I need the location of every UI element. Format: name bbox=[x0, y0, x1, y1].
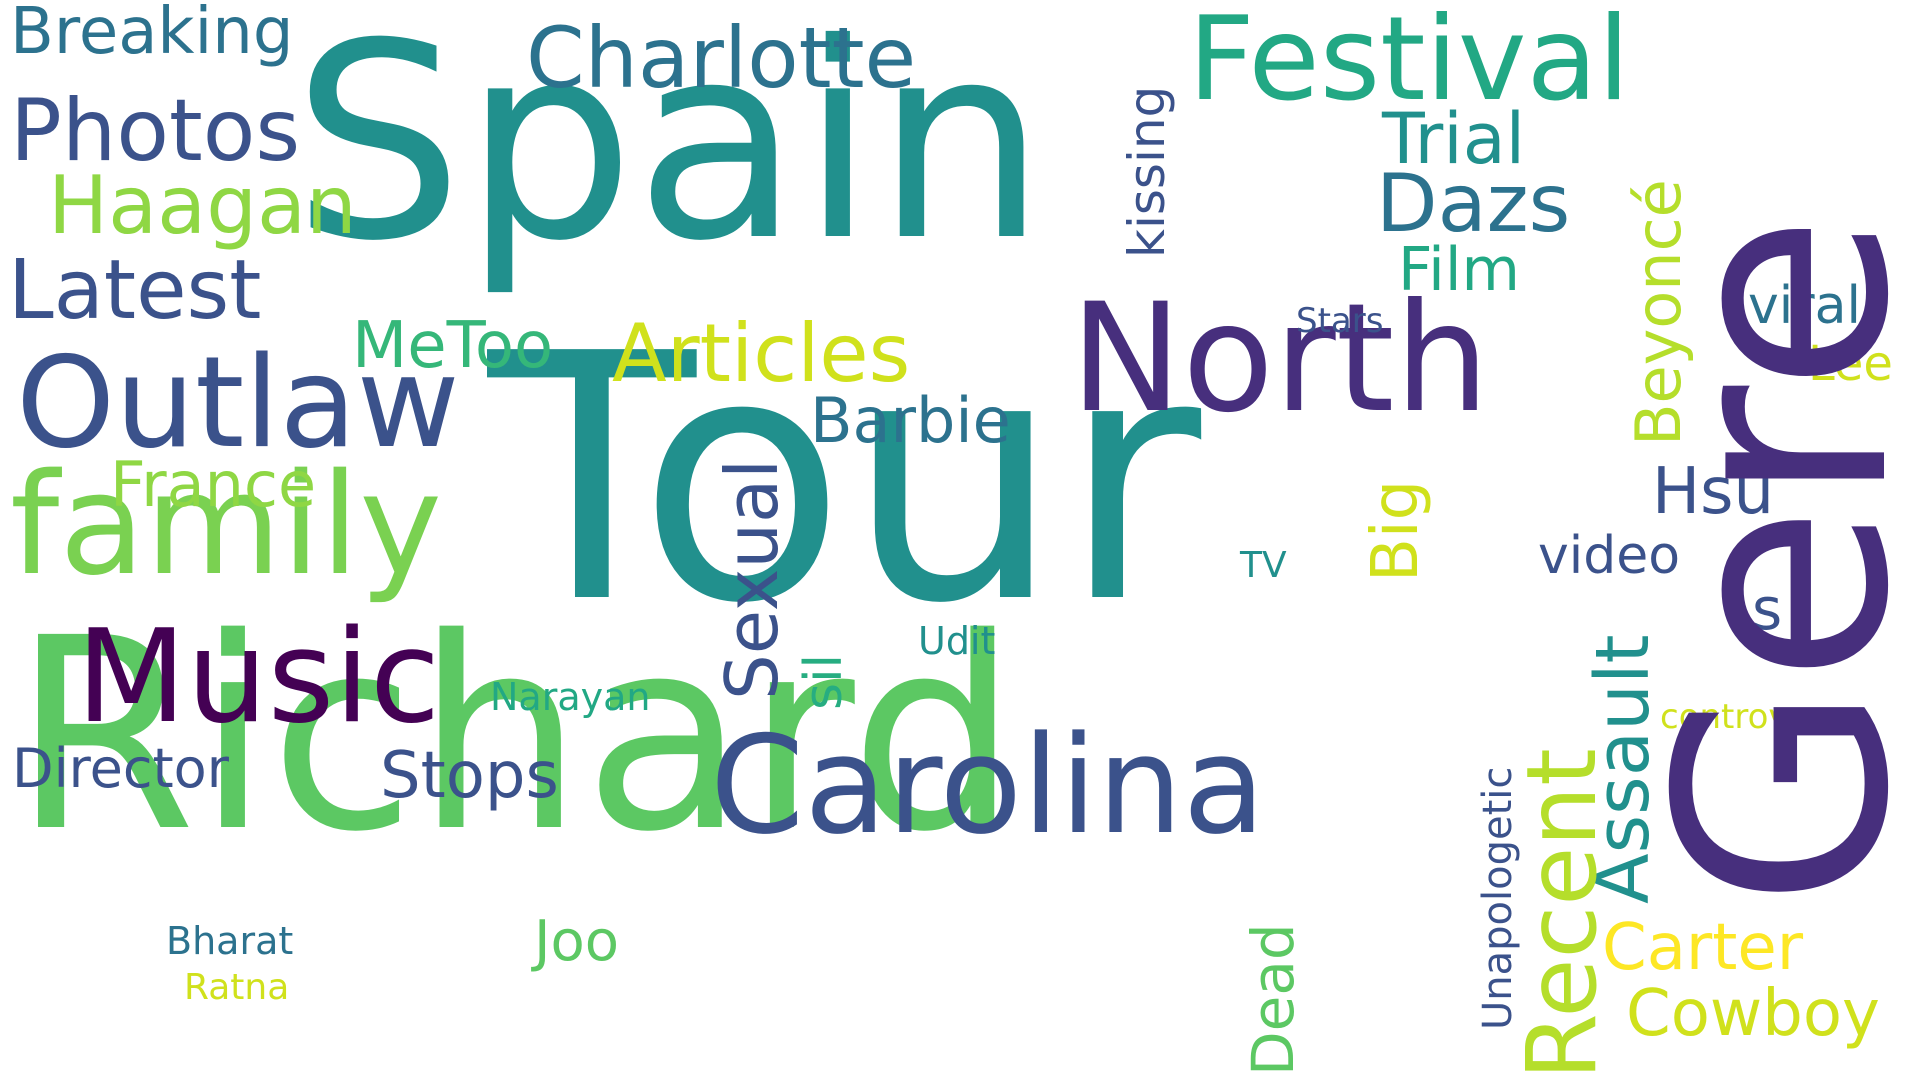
word-festival: Festival bbox=[1188, 0, 1630, 127]
word-narayan: Narayan bbox=[490, 675, 651, 719]
word-trial: Trial bbox=[1382, 98, 1526, 180]
word-sil: sil bbox=[794, 654, 854, 710]
word-film: Film bbox=[1398, 235, 1520, 305]
word-ratna: Ratna bbox=[184, 967, 290, 1008]
word-outlaw: Outlaw bbox=[16, 329, 460, 476]
word-north: North bbox=[1070, 272, 1490, 446]
word-france: France bbox=[110, 448, 317, 521]
word-big: Big bbox=[1359, 479, 1433, 582]
word-music: Music bbox=[76, 603, 441, 752]
word-charlotte: Charlotte bbox=[526, 9, 917, 107]
word-director: Director bbox=[12, 737, 229, 800]
word-video: video bbox=[1538, 526, 1681, 586]
word-dazs: Dazs bbox=[1376, 157, 1571, 250]
word-lee: Lee bbox=[1808, 336, 1893, 392]
word-carolina: Carolina bbox=[710, 707, 1266, 864]
word-stars: Stars bbox=[1296, 301, 1384, 341]
word-sexual: Sexual bbox=[710, 458, 794, 700]
word-beyonce: Beyoncé bbox=[1622, 179, 1695, 446]
word-udit: Udit bbox=[918, 619, 996, 663]
word-dead: Dead bbox=[1239, 923, 1307, 1076]
word-hsu: Hsu bbox=[1652, 455, 1775, 529]
word-cowboy: Cowboy bbox=[1626, 977, 1880, 1051]
word-joo: Joo bbox=[534, 909, 620, 974]
word-richard: Richard bbox=[12, 582, 1019, 890]
word-tour: Tour bbox=[488, 282, 1202, 678]
word-kissing: kissing bbox=[1118, 85, 1176, 258]
word-tv: TV bbox=[1240, 545, 1287, 586]
word-metoo: MeToo bbox=[352, 309, 554, 383]
word-latest: Latest bbox=[8, 243, 262, 338]
word-articles: Articles bbox=[612, 307, 911, 400]
word-stops: Stops bbox=[380, 739, 559, 813]
word-spain: Spain bbox=[292, 0, 1047, 300]
word-s: s bbox=[1752, 575, 1783, 643]
word-breaking: Breaking bbox=[10, 0, 294, 69]
word-bharat: Bharat bbox=[166, 919, 294, 963]
word-haagan: Haagan bbox=[48, 159, 357, 252]
word-carter: Carter bbox=[1602, 911, 1803, 985]
word-viral: viral bbox=[1748, 276, 1861, 336]
word-recent: Recent bbox=[1506, 748, 1618, 1080]
word-family: family bbox=[10, 444, 443, 607]
word-barbie: Barbie bbox=[810, 384, 1011, 457]
word-photos: Photos bbox=[10, 81, 301, 181]
word-unapologetic: Unapologetic bbox=[1475, 766, 1521, 1030]
word-controversy: controversy bbox=[1660, 697, 1862, 737]
